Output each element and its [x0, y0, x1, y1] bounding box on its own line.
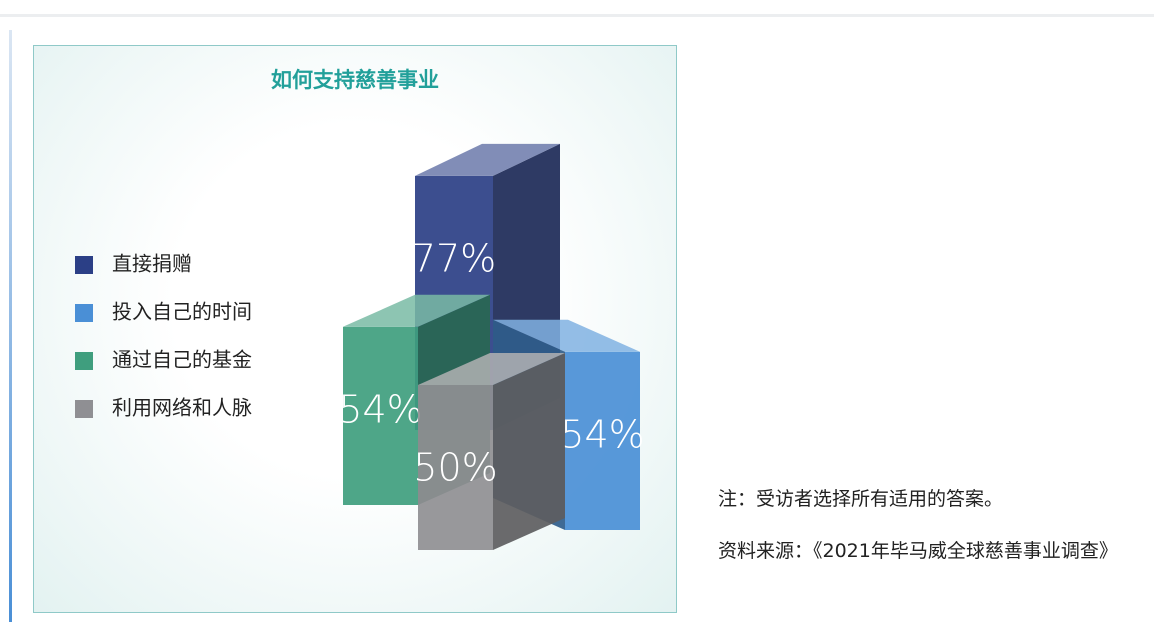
legend-label: 投入自己的时间	[112, 300, 252, 324]
legend-swatch	[75, 256, 93, 274]
legend-label: 利用网络和人脉	[112, 396, 252, 420]
source: 资料来源：《2021年毕马威全球慈善事业调查》	[718, 536, 1138, 566]
legend-swatch	[75, 400, 93, 418]
note: 注：受访者选择所有适用的答案。	[718, 484, 1138, 514]
legend-label: 通过自己的基金	[112, 348, 252, 372]
chart-title: 如何支持慈善事业	[271, 68, 439, 92]
value-label: 50%	[413, 446, 497, 490]
legend-label: 直接捐赠	[112, 252, 192, 276]
block-side	[493, 353, 565, 550]
legend-swatch	[75, 352, 93, 370]
value-label: 77%	[412, 236, 496, 280]
legend-swatch	[75, 304, 93, 322]
page: 如何支持慈善事业 直接捐赠投入自己的时间通过自己的基金利用网络和人脉 77% 54%…	[0, 0, 1154, 630]
value-label: 54%	[560, 412, 644, 456]
value-label: 54%	[338, 387, 422, 431]
